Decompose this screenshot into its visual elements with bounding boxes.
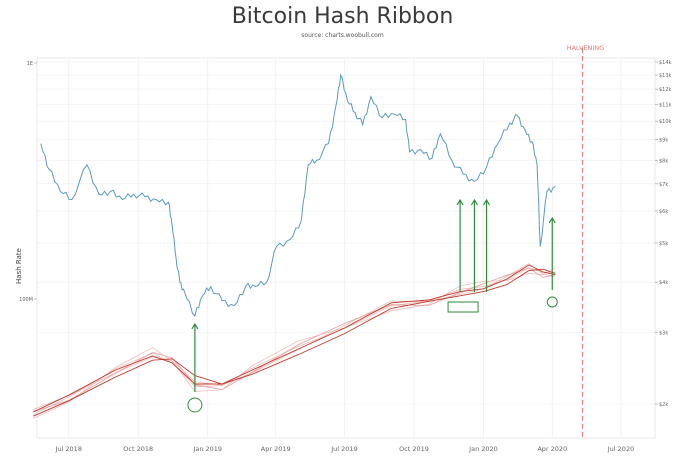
right-tick-label: $9k — [659, 138, 668, 144]
right-tick-label: $14k — [659, 60, 672, 66]
plot-frame — [36, 57, 656, 439]
chart-subtitle: source: charts.woobull.com — [301, 32, 384, 39]
buy-signal-arrow-head — [483, 198, 491, 206]
right-tick-label: $13k — [659, 73, 672, 79]
x-tick-label: Jul 2018 — [55, 445, 82, 453]
right-tick-label: $12k — [659, 87, 672, 93]
right-tick-label: $6k — [659, 209, 668, 215]
chart-title: Bitcoin Hash Ribbon — [231, 4, 454, 29]
x-tick-label: Oct 2019 — [399, 445, 429, 453]
left-tick-label: 100M — [19, 297, 33, 303]
buy-signal-box — [447, 301, 479, 313]
buy-signal-circle — [187, 397, 203, 413]
x-tick-label: Oct 2018 — [123, 445, 153, 453]
buy-signal-arrow-head — [191, 322, 199, 330]
x-tick-label: Apr 2020 — [537, 445, 567, 453]
ribbon-band-line — [33, 267, 556, 419]
buy-signal-circle — [546, 296, 558, 308]
x-tick-label: Jul 2019 — [330, 445, 357, 453]
right-tick-label: $8k — [659, 158, 668, 164]
price-line — [40, 73, 556, 318]
halvening-label: HALVENING — [567, 44, 604, 52]
ribbon-band-line — [33, 263, 556, 410]
ribbon-60d-line — [33, 268, 556, 417]
right-tick-label: $5k — [659, 241, 668, 247]
right-tick-label: $7k — [659, 182, 668, 188]
buy-signal-arrow-head — [470, 198, 478, 206]
buy-signal-arrow-head — [548, 216, 556, 224]
x-tick-label: Jan 2019 — [192, 445, 222, 453]
right-tick-label: $11k — [659, 102, 672, 108]
x-tick-label: Jan 2020 — [468, 445, 498, 453]
right-tick-label: $10k — [659, 119, 672, 125]
ribbon-30d-line — [33, 264, 556, 413]
x-tick-label: Jul 2020 — [607, 445, 634, 453]
x-tick-label: Apr 2019 — [261, 445, 291, 453]
right-tick-label: $2k — [659, 402, 668, 408]
right-tick-label: $3k — [659, 331, 668, 337]
right-tick-label: $4k — [659, 280, 668, 286]
left-tick-label: 1E — [27, 61, 33, 67]
buy-signal-arrow-head — [456, 198, 464, 206]
